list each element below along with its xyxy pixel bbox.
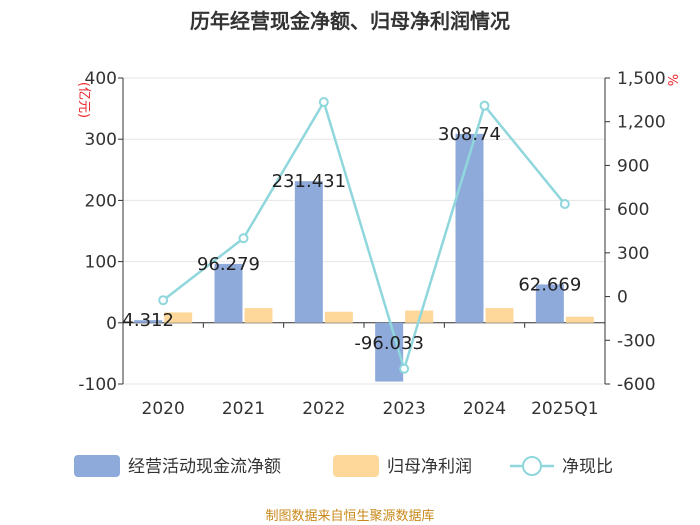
- legend-label-cash-flow: 经营活动现金流净额: [128, 457, 281, 477]
- net-profit-bar: [164, 312, 193, 323]
- category-label: 2023: [383, 399, 426, 419]
- right-tick-label: -600: [617, 375, 656, 395]
- left-tick-label: 100: [85, 253, 117, 273]
- chart-title: 历年经营现金净额、归母净利润情况: [190, 9, 510, 33]
- right-tick-label: 1,200: [617, 113, 666, 133]
- legend-swatch-cash-flow: [74, 455, 120, 477]
- right-tick-label: 0: [617, 288, 628, 308]
- cash-flow-value-label: -96.033: [354, 333, 423, 354]
- cash-flow-value-label: 231.431: [272, 171, 346, 192]
- category-label: 2024: [463, 399, 506, 419]
- ratio-point: [399, 363, 410, 374]
- category-label: 2020: [142, 399, 185, 419]
- legend-swatch-net-profit: [333, 455, 379, 477]
- net-profit-bar: [485, 308, 514, 323]
- cash-flow-bar: [214, 263, 243, 323]
- right-tick-label: 1,500: [617, 69, 666, 89]
- cash-flow-value-label: 62.669: [518, 274, 581, 295]
- cash-flow-bar: [535, 284, 564, 323]
- right-axis-unit: %: [664, 74, 679, 86]
- left-tick-label: -100: [78, 375, 117, 395]
- net-profit-bar: [565, 316, 594, 323]
- category-label: 2021: [222, 399, 265, 419]
- left-tick-label: 0: [106, 314, 117, 334]
- left-axis-unit: (亿元): [76, 82, 91, 118]
- legend[interactable]: 经营活动现金流净额 归母净利润 净现比: [74, 455, 613, 477]
- right-tick-label: 900: [617, 156, 649, 176]
- ratio-point: [158, 295, 169, 306]
- left-tick-label: 300: [85, 130, 117, 150]
- cash-flow-bar: [455, 133, 484, 323]
- legend-label-ratio: 净现比: [562, 457, 613, 477]
- legend-marker-ratio: [522, 456, 542, 476]
- left-tick-label: 200: [85, 191, 117, 211]
- cash-flow-bar: [294, 181, 323, 323]
- net-profit-bar: [324, 311, 353, 323]
- legend-label-net-profit: 归母净利润: [387, 457, 472, 477]
- source-note: 制图数据来自恒生聚源数据库: [265, 508, 434, 524]
- bars: [134, 133, 594, 382]
- cash-flow-value-label: 96.279: [197, 254, 260, 275]
- data-labels: 4.312 96.279 231.431 -96.033 308.74 62.669: [122, 124, 581, 354]
- ratio-point: [559, 199, 570, 210]
- ratio-point: [479, 100, 490, 111]
- left-tick-label: 400: [85, 69, 117, 89]
- cash-flow-value-label: 4.312: [122, 310, 174, 331]
- right-tick-label: -300: [617, 331, 656, 351]
- ratio-line: [158, 97, 570, 374]
- ratio-line-path: [162, 98, 566, 374]
- category-label: 2022: [302, 399, 345, 419]
- ratio-point: [238, 233, 249, 244]
- right-tick-label: 600: [617, 200, 649, 220]
- right-tick-label: 300: [617, 244, 649, 264]
- axes: -100 0 100 200 300 400 -600 -300 0 300 600 900 1,200…: [78, 69, 665, 419]
- cash-flow-bar: [134, 320, 163, 323]
- category-label: 2025Q1: [531, 399, 598, 419]
- net-profit-bar: [244, 308, 273, 323]
- cash-flow-value-label: 308.74: [438, 124, 501, 145]
- ratio-point: [318, 97, 329, 108]
